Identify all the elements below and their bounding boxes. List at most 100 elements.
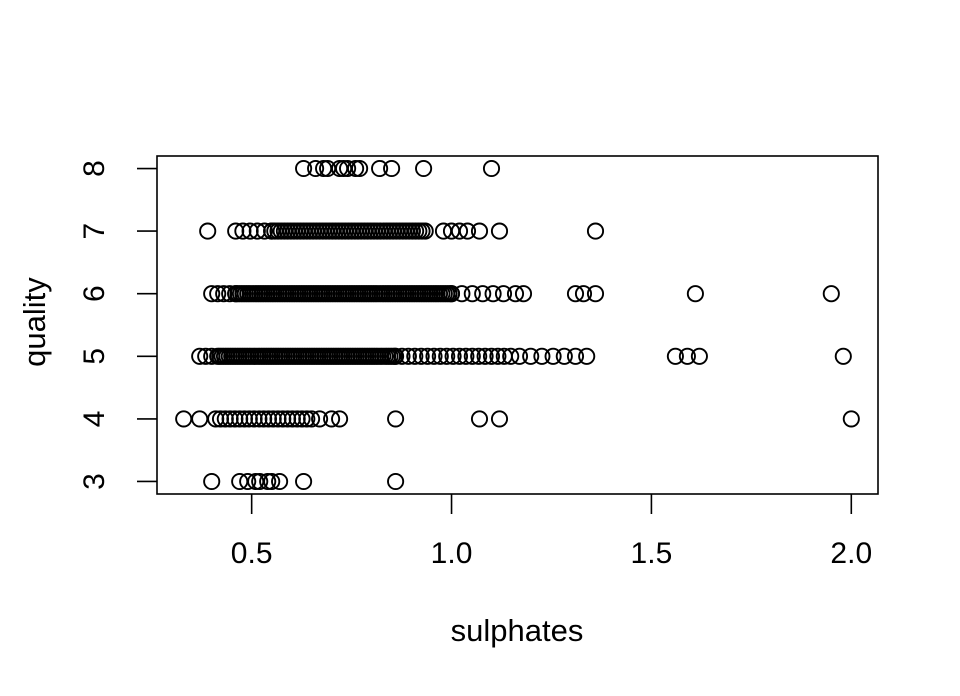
- data-point: [431, 347, 449, 365]
- data-point: [494, 285, 513, 303]
- data-point: [522, 347, 540, 365]
- data-point: [387, 410, 405, 428]
- data-point: [339, 159, 357, 178]
- data-point: [506, 285, 525, 303]
- data-point: [288, 410, 306, 428]
- data-point: [510, 347, 529, 365]
- data-point: [453, 285, 471, 303]
- data-point: [666, 347, 684, 365]
- data-point: [203, 285, 221, 303]
- data-point: [259, 472, 277, 491]
- data-point: [450, 222, 469, 240]
- data-point: [442, 285, 461, 303]
- y-tick-label: 5: [78, 348, 111, 365]
- data-point: [463, 285, 481, 303]
- data-point: [311, 410, 329, 428]
- data-point: [406, 347, 424, 365]
- data-point: [255, 222, 274, 240]
- data-point: [387, 472, 405, 491]
- data-point: [191, 347, 209, 365]
- data-point: [514, 285, 533, 303]
- data-point: [834, 347, 852, 365]
- data-point: [566, 347, 585, 365]
- data-point: [489, 347, 507, 365]
- data-point: [371, 159, 389, 178]
- y-tick-label: 3: [78, 473, 111, 490]
- y-tick-label: 7: [78, 223, 111, 240]
- data-point: [331, 410, 349, 428]
- data-point: [458, 222, 477, 240]
- data-point: [298, 410, 316, 428]
- data-point: [239, 472, 257, 491]
- data-point: [470, 347, 488, 365]
- data-point: [203, 472, 221, 491]
- data-point: [678, 347, 696, 365]
- data-point: [209, 285, 227, 303]
- data-point: [566, 285, 585, 303]
- x-tick-label: 1.5: [631, 537, 673, 570]
- y-tick-label: 8: [78, 160, 111, 177]
- data-point: [419, 347, 437, 365]
- data-point: [450, 347, 469, 365]
- data-point: [263, 472, 281, 491]
- data-point: [586, 285, 605, 303]
- data-point: [383, 159, 401, 178]
- data-point: [416, 222, 434, 240]
- data-point: [191, 410, 209, 428]
- data-point: [444, 347, 462, 365]
- data-point: [425, 347, 443, 365]
- data-point: [295, 472, 313, 491]
- data-point: [347, 159, 365, 178]
- data-point: [842, 410, 860, 428]
- data-point: [393, 347, 411, 365]
- data-point: [197, 347, 215, 365]
- data-points: [175, 159, 860, 491]
- data-point: [490, 222, 509, 240]
- y-axis-title: quality: [17, 277, 52, 367]
- data-point: [484, 285, 502, 303]
- plot-area-border: [156, 155, 879, 495]
- data-point: [438, 347, 456, 365]
- data-point: [533, 347, 551, 365]
- data-point: [175, 410, 193, 428]
- data-point: [470, 222, 489, 240]
- data-point: [351, 159, 369, 178]
- data-point: [293, 410, 311, 428]
- data-point: [476, 347, 494, 365]
- data-point: [482, 347, 501, 365]
- data-point: [686, 285, 704, 303]
- x-axis-title: sulphates: [451, 613, 584, 648]
- data-point: [544, 347, 562, 365]
- data-point: [574, 285, 593, 303]
- data-point: [690, 347, 708, 365]
- data-point: [578, 347, 596, 365]
- data-point: [502, 347, 520, 365]
- data-point: [323, 410, 341, 428]
- data-point: [822, 285, 840, 303]
- data-point: [482, 159, 501, 178]
- axis-ticks: 0.5 1.0 1.5 2.0 3 4 5 6 7 8: [78, 160, 872, 570]
- data-point: [457, 347, 475, 365]
- data-point: [490, 410, 509, 428]
- data-point: [199, 222, 217, 240]
- x-tick-label: 0.5: [231, 537, 273, 570]
- data-point: [470, 410, 489, 428]
- y-tick-label: 6: [78, 285, 111, 302]
- data-point: [251, 472, 269, 491]
- data-point: [295, 159, 313, 178]
- y-tick-label: 4: [78, 411, 111, 428]
- data-point: [415, 159, 433, 178]
- data-point: [399, 347, 417, 365]
- data-point: [412, 347, 430, 365]
- data-point: [387, 347, 405, 365]
- x-tick-label: 1.0: [431, 537, 473, 570]
- data-point: [555, 347, 573, 365]
- data-point: [474, 285, 492, 303]
- data-point: [271, 472, 289, 491]
- data-point: [307, 159, 325, 178]
- x-tick-label: 2.0: [830, 537, 872, 570]
- data-point: [586, 222, 605, 240]
- data-point: [463, 347, 481, 365]
